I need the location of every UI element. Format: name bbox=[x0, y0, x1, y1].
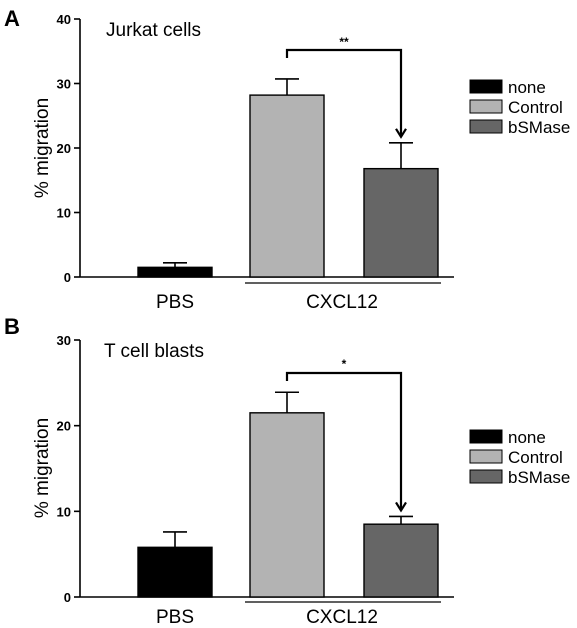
y-tick-label: 40 bbox=[57, 12, 71, 27]
significance-line bbox=[285, 371, 403, 511]
legend-label: Control bbox=[508, 448, 563, 467]
y-tick-label: 20 bbox=[57, 141, 71, 156]
y-axis-label: % migration bbox=[32, 98, 53, 198]
significance-bracket: ** bbox=[285, 35, 407, 139]
category-label-pbs: PBS bbox=[156, 292, 194, 313]
legend-label: none bbox=[508, 428, 546, 447]
legend-swatch-bsmase bbox=[469, 469, 503, 484]
y-tick-label: 30 bbox=[57, 333, 71, 348]
y-tick-label: 30 bbox=[57, 77, 71, 92]
y-tick-label: 10 bbox=[57, 206, 71, 221]
legend-swatch-control bbox=[469, 99, 503, 114]
y-tick-label: 0 bbox=[64, 590, 71, 605]
y-ticks: 0 10 20 30 40 bbox=[57, 12, 80, 285]
bar-control bbox=[249, 94, 325, 278]
significance-bracket: * bbox=[285, 357, 407, 513]
bar-none bbox=[137, 266, 213, 278]
legend-label: Control bbox=[508, 98, 563, 117]
bar-control bbox=[249, 412, 325, 598]
category-label-pbs: PBS bbox=[156, 607, 194, 628]
chart-title: T cell blasts bbox=[104, 341, 204, 362]
significance-label: ** bbox=[339, 35, 349, 49]
panel-letter: A bbox=[4, 6, 20, 31]
bar-bsmase bbox=[363, 167, 439, 278]
category-label-cxcl12: CXCL12 bbox=[306, 292, 378, 313]
legend-label: bSMase bbox=[508, 468, 570, 487]
significance-label: * bbox=[342, 357, 347, 371]
y-tick-label: 0 bbox=[64, 270, 71, 285]
bars bbox=[137, 78, 439, 278]
panel-a: A Jurkat cells % migration 0 10 20 30 40 PBS… bbox=[4, 6, 570, 313]
y-ticks: 0 10 20 30 bbox=[57, 333, 80, 605]
legend-swatch-none bbox=[469, 79, 503, 94]
panel-letter: B bbox=[4, 314, 20, 339]
bar-bsmase bbox=[363, 523, 439, 598]
bars bbox=[137, 391, 439, 598]
legend-swatch-bsmase bbox=[469, 119, 503, 134]
arrow-head-icon bbox=[395, 501, 407, 513]
chart-title: Jurkat cells bbox=[106, 20, 201, 41]
arrow-head-icon bbox=[395, 128, 407, 139]
legend-label: none bbox=[508, 78, 546, 97]
y-tick-label: 10 bbox=[57, 504, 71, 519]
legend-swatch-none bbox=[469, 429, 503, 444]
y-axis-label: % migration bbox=[32, 418, 53, 518]
significance-line bbox=[285, 48, 403, 137]
category-label-cxcl12: CXCL12 bbox=[306, 607, 378, 628]
y-tick-label: 20 bbox=[57, 419, 71, 434]
legend-label: bSMase bbox=[508, 118, 570, 137]
legend-swatch-control bbox=[469, 449, 503, 464]
bar-none bbox=[137, 546, 213, 598]
